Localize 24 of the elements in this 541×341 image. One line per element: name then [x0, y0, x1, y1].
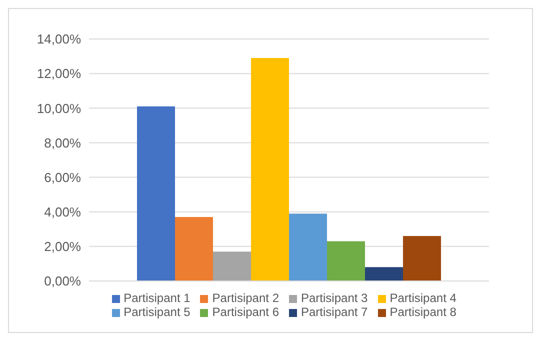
bar: [327, 241, 365, 281]
legend-label: Partisipant 3: [301, 291, 368, 305]
y-tick-label: 8,00%: [44, 135, 82, 150]
bar: [137, 106, 175, 281]
legend-label: Partisipant 8: [390, 305, 456, 319]
y-tick-label: 6,00%: [44, 170, 82, 185]
bar: [175, 217, 213, 281]
y-tick-label: 10,00%: [36, 100, 82, 116]
bar: [289, 214, 327, 281]
y-tick-label: 14,00%: [36, 32, 82, 47]
bar: [403, 236, 441, 281]
legend-label: Partisipant 5: [124, 305, 190, 319]
y-tick-label: 0,00%: [44, 274, 82, 289]
legend-label: Partisipant 1: [124, 291, 190, 305]
y-tick-label: 2,00%: [44, 239, 82, 254]
y-tick-label: 4,00%: [44, 204, 82, 220]
bar: [251, 58, 289, 281]
legend-label: Partisipant 6: [212, 305, 279, 319]
bar: [213, 252, 251, 281]
bar: [365, 267, 403, 281]
legend-label: Partisipant 7: [301, 305, 368, 319]
legend-label: Partisipant 2: [212, 291, 279, 305]
y-tick-label: 12,00%: [36, 66, 82, 82]
legend-label: Partisipant 4: [390, 291, 456, 305]
